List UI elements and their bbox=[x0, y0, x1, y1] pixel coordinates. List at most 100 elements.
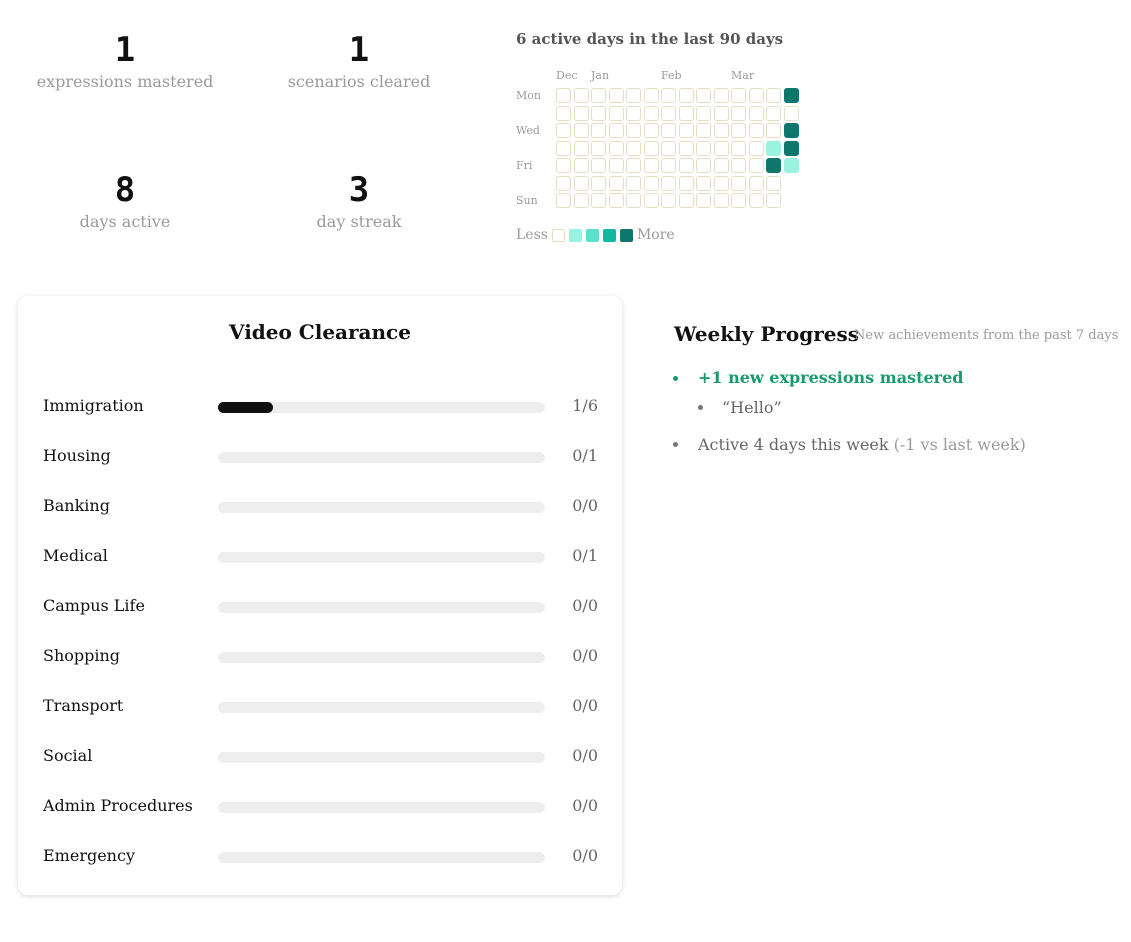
heatmap-cell bbox=[643, 175, 659, 191]
heatmap-cell bbox=[573, 88, 589, 103]
month-label: Dec bbox=[556, 69, 578, 82]
heatmap-cell bbox=[713, 193, 729, 208]
heatmap-cell bbox=[766, 140, 781, 156]
heatmap-cell bbox=[748, 175, 764, 191]
category-name: Transport bbox=[43, 696, 124, 715]
heatmap-cell bbox=[696, 105, 711, 121]
progress-bar bbox=[218, 402, 545, 413]
heatmap-cell bbox=[696, 140, 711, 156]
heatmap-cell bbox=[591, 123, 606, 138]
day-label: Mon bbox=[516, 89, 541, 102]
heatmap-cell bbox=[591, 193, 606, 208]
category-name: Shopping bbox=[43, 646, 121, 665]
clearance-row: Emergency 0/0 bbox=[43, 846, 598, 870]
category-name: Campus Life bbox=[43, 596, 145, 615]
heatmap-cell bbox=[713, 175, 729, 191]
heatmap-cell bbox=[573, 123, 589, 138]
heatmap-cell bbox=[678, 105, 694, 121]
heatmap-cell bbox=[626, 175, 641, 191]
heatmap-cell bbox=[713, 105, 729, 121]
legend-less: Less bbox=[516, 227, 548, 243]
heatmap-cell bbox=[643, 193, 659, 208]
heatmap-cell bbox=[608, 105, 624, 121]
heatmap-cell bbox=[748, 140, 764, 156]
category-name: Medical bbox=[43, 546, 108, 565]
stat-label: day streak bbox=[316, 212, 402, 231]
clearance-row: Admin Procedures 0/0 bbox=[43, 796, 598, 820]
heatmap-cell bbox=[748, 193, 764, 208]
progress-count: 0/0 bbox=[572, 696, 598, 715]
heatmap-cell bbox=[696, 158, 711, 173]
heatmap-cell bbox=[661, 140, 676, 156]
heatmap-cell bbox=[573, 193, 589, 208]
heatmap-cell bbox=[556, 140, 571, 156]
progress-count: 0/0 bbox=[572, 496, 598, 515]
heatmap-cell bbox=[678, 140, 694, 156]
heatmap-cell bbox=[713, 158, 729, 173]
heatmap-cell bbox=[626, 193, 641, 208]
legend-swatch-3 bbox=[602, 228, 616, 242]
heatmap-cell bbox=[591, 158, 606, 173]
heatmap-cell bbox=[556, 158, 571, 173]
active-days-text: Active 4 days this week bbox=[698, 435, 889, 454]
heatmap-cell bbox=[591, 88, 606, 103]
stat-label: scenarios cleared bbox=[287, 72, 431, 91]
heatmap-legend: Less More bbox=[516, 227, 675, 243]
heatmap-cell bbox=[766, 175, 781, 191]
heatmap-cell bbox=[766, 123, 781, 138]
heatmap-cell bbox=[573, 158, 589, 173]
heatmap-cell bbox=[608, 88, 624, 103]
category-name: Housing bbox=[43, 446, 111, 465]
clearance-row: Social 0/0 bbox=[43, 746, 598, 770]
heatmap-cell bbox=[661, 105, 676, 121]
heatmap-cell bbox=[626, 105, 641, 121]
progress-bar bbox=[218, 802, 545, 813]
heatmap-cell bbox=[766, 88, 781, 103]
day-label: Wed bbox=[516, 124, 540, 137]
heatmap-cell bbox=[608, 123, 624, 138]
day-label: Fri bbox=[516, 159, 533, 172]
heatmap-cell bbox=[626, 140, 641, 156]
progress-bar bbox=[218, 502, 545, 513]
bullet-icon bbox=[698, 405, 703, 410]
legend-swatch-1 bbox=[568, 228, 582, 242]
clearance-row: Transport 0/0 bbox=[43, 696, 598, 720]
active-days-item: Active 4 days this week (-1 vs last week… bbox=[698, 435, 1026, 454]
heatmap-cell bbox=[766, 158, 781, 173]
heatmap-cell bbox=[731, 175, 746, 191]
heatmap-cell bbox=[661, 88, 676, 103]
video-clearance-card: Video Clearance Immigration 1/6 Housing 0/1… bbox=[18, 296, 622, 895]
heatmap-cell bbox=[713, 140, 729, 156]
legend-swatch-2 bbox=[585, 228, 599, 242]
month-label: Feb bbox=[661, 69, 682, 82]
clearance-row: Campus Life 0/0 bbox=[43, 596, 598, 620]
heatmap-cell bbox=[783, 158, 799, 173]
heatmap-cell bbox=[556, 105, 571, 121]
heatmap-cell bbox=[626, 123, 641, 138]
heatmap-cell bbox=[731, 123, 746, 138]
heatmap-cell bbox=[748, 88, 764, 103]
heatmap-cell bbox=[696, 123, 711, 138]
progress-bar bbox=[218, 602, 545, 613]
heatmap-cell bbox=[731, 140, 746, 156]
heatmap-cell bbox=[556, 175, 571, 191]
stat-expressions-mastered: 1 expressions mastered bbox=[5, 30, 245, 91]
heatmap-cell bbox=[696, 88, 711, 103]
stat-label: days active bbox=[79, 212, 171, 231]
clearance-row: Shopping 0/0 bbox=[43, 646, 598, 670]
heatmap-cell bbox=[643, 140, 659, 156]
heatmap-cell bbox=[731, 105, 746, 121]
heatmap-cell bbox=[643, 105, 659, 121]
legend-swatch-4 bbox=[619, 228, 633, 242]
heatmap-cell bbox=[748, 158, 764, 173]
heatmap-cell bbox=[608, 175, 624, 191]
stat-value: 3 bbox=[348, 170, 370, 210]
stat-value: 8 bbox=[114, 170, 136, 210]
heatmap-cell bbox=[573, 175, 589, 191]
stat-day-streak: 3 day streak bbox=[239, 170, 479, 231]
heatmap-cell bbox=[556, 123, 571, 138]
heatmap-cell bbox=[731, 193, 746, 208]
heatmap-cell bbox=[678, 158, 694, 173]
heatmap-cell bbox=[591, 105, 606, 121]
heatmap-cell bbox=[556, 88, 571, 103]
